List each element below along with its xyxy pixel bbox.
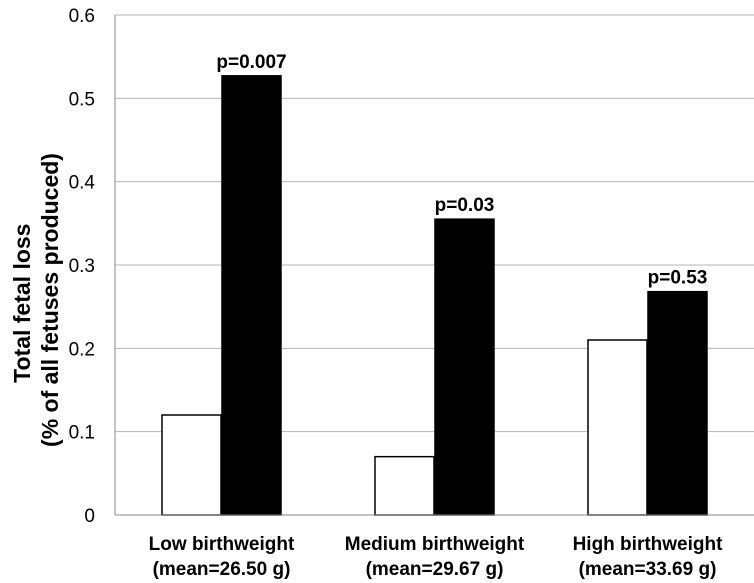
y-tick-label: 0.1 <box>69 423 95 444</box>
y-tick-label: 0.4 <box>69 173 96 194</box>
p-value-annotations: p=0.007 p=0.03 p=0.53 <box>216 52 707 289</box>
y-tick-label: 0.6 <box>69 6 95 27</box>
bar <box>374 455 435 516</box>
y-tick-label: 0 <box>84 506 95 527</box>
category-sublabel: (mean=29.67 g) <box>366 559 504 580</box>
category-label: High birthweight <box>573 534 724 555</box>
category-sublabel: (mean=26.50 g) <box>153 559 291 580</box>
bar <box>161 414 222 516</box>
bar <box>587 339 648 516</box>
category-sublabel: (mean=33.69 g) <box>579 559 717 580</box>
category-labels: Low birthweight (mean=26.50 g) Medium birt… <box>149 534 723 580</box>
p-value-label: p=0.007 <box>216 52 286 73</box>
bar <box>434 218 495 516</box>
y-tick-labels: 0 0.1 0.2 0.3 0.4 0.5 0.6 <box>69 6 96 527</box>
y-tick-label: 0.5 <box>69 89 95 110</box>
bar <box>647 290 708 516</box>
p-value-label: p=0.53 <box>648 268 708 289</box>
category-label: Low birthweight <box>149 534 295 555</box>
y-axis-title-line-2: (% of all fetuses produced) <box>37 153 63 447</box>
y-tick-label: 0.2 <box>69 339 95 360</box>
axes <box>114 15 754 516</box>
y-axis-title-line-1: Total fetal loss <box>9 224 35 383</box>
bar <box>221 75 282 516</box>
bars <box>161 75 708 516</box>
category-label: Medium birthweight <box>345 534 525 555</box>
y-tick-label: 0.3 <box>69 256 95 277</box>
p-value-label: p=0.03 <box>435 195 495 216</box>
y-axis-title: Total fetal loss (% of all fetuses produ… <box>9 153 63 447</box>
